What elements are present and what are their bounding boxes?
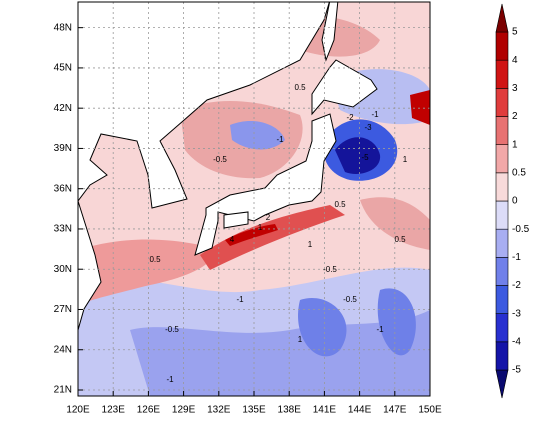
red-area bbox=[78, 239, 212, 305]
colorbar-label: 3 bbox=[512, 83, 518, 94]
colorbar-label: -1 bbox=[512, 252, 521, 263]
contour-label: 1 bbox=[308, 240, 313, 249]
colorbar: -5 -4 -3 -2 -1 -0.5 0 0.5 1 2 3 4 5 bbox=[495, 3, 530, 399]
contour-labels: -5 -1 -3 -2 0.5 -0.5 1 4 2 -0.5 0.5 -1 1 -0.5 -1 0.5 1 -1… bbox=[149, 83, 407, 384]
y-tick-label: 30N bbox=[54, 264, 72, 275]
contour-label: -1 bbox=[276, 135, 284, 144]
blue-area bbox=[298, 298, 347, 357]
red-area bbox=[225, 224, 278, 246]
x-tick-label: 135E bbox=[242, 405, 266, 416]
y-tick-label: 39N bbox=[54, 143, 72, 154]
colorbar-bin bbox=[495, 313, 509, 343]
contour-label: 1 bbox=[298, 335, 303, 344]
land bbox=[321, 2, 339, 62]
contour-label: -1 bbox=[371, 110, 379, 119]
y-tick-label: 27N bbox=[54, 304, 72, 315]
blue-area bbox=[335, 137, 381, 175]
colorbar-bin bbox=[495, 172, 509, 202]
colorbar-end bbox=[495, 369, 509, 399]
colorbar-bin bbox=[495, 116, 509, 145]
colorbar-label: 0 bbox=[512, 196, 518, 207]
colorbar-label: -3 bbox=[512, 308, 521, 319]
colorbar-label: -5 bbox=[512, 365, 521, 376]
colorbar-label: 2 bbox=[512, 111, 518, 122]
contour-label: -1 bbox=[376, 325, 384, 334]
contour-label: -1 bbox=[166, 375, 174, 384]
blue-area bbox=[230, 120, 285, 150]
colorbar-bin bbox=[495, 341, 509, 371]
colorbar-bin bbox=[495, 257, 509, 286]
grid bbox=[77, 2, 431, 396]
blue-area bbox=[377, 288, 416, 356]
colorbar-bin bbox=[495, 31, 509, 61]
contour-label: 2 bbox=[266, 213, 271, 222]
y-tick-label: 45N bbox=[54, 63, 72, 74]
y-tick-label: 42N bbox=[54, 103, 72, 114]
contour-label: 0.5 bbox=[334, 200, 346, 209]
contour-label: -0.5 bbox=[323, 265, 337, 274]
contour-label: 0.5 bbox=[149, 255, 161, 264]
colorbar-bin bbox=[495, 200, 509, 230]
y-tick-label: 33N bbox=[54, 224, 72, 235]
colorbar-label: 0.5 bbox=[512, 167, 526, 178]
x-tick-label: 123E bbox=[102, 405, 126, 416]
contour-label: -0.5 bbox=[165, 325, 179, 334]
colorbar-bin bbox=[495, 144, 509, 174]
contour-label: -3 bbox=[364, 123, 372, 132]
x-tick-label: 150E bbox=[418, 405, 442, 416]
x-tick-label: 138E bbox=[278, 405, 302, 416]
frame bbox=[77, 1, 431, 397]
contour-label: 0.5 bbox=[394, 235, 406, 244]
colorbar-label: 4 bbox=[512, 55, 518, 66]
contour-label: -2 bbox=[346, 113, 354, 122]
x-tick-label: 132E bbox=[207, 405, 231, 416]
colorbar-bin bbox=[495, 88, 509, 117]
colorbar-label: -2 bbox=[512, 280, 521, 291]
land bbox=[78, 2, 330, 331]
colorbar-label: 5 bbox=[512, 27, 518, 38]
colorbar-label: -0.5 bbox=[512, 224, 530, 235]
contour-label: 1 bbox=[403, 155, 408, 164]
land bbox=[311, 59, 378, 116]
contour-label: 4 bbox=[230, 235, 235, 244]
contour-label: -5 bbox=[361, 153, 369, 162]
x-tick-label: 120E bbox=[66, 405, 90, 416]
contour-label: 0.5 bbox=[294, 83, 306, 92]
y-tick-label: 24N bbox=[54, 344, 72, 355]
red-area bbox=[200, 205, 345, 270]
y-tick-label: 48N bbox=[54, 22, 72, 33]
y-tick-label: 21N bbox=[54, 385, 72, 396]
x-tick-label: 144E bbox=[348, 405, 372, 416]
x-tick-label: 147E bbox=[383, 405, 407, 416]
contour-label: -1 bbox=[236, 295, 244, 304]
land bbox=[194, 113, 337, 256]
colorbar-bin bbox=[495, 228, 509, 258]
contour-label: -0.5 bbox=[213, 155, 227, 164]
colorbar-bin bbox=[495, 59, 509, 89]
colorbar-label: -4 bbox=[512, 336, 521, 347]
x-tick-label: 129E bbox=[172, 405, 196, 416]
y-tick-label: 36N bbox=[54, 183, 72, 194]
colorbar-label: 1 bbox=[512, 139, 518, 150]
red-area bbox=[410, 90, 430, 125]
land bbox=[223, 211, 249, 229]
contour-label: 1 bbox=[258, 223, 263, 232]
x-tick-label: 126E bbox=[137, 405, 161, 416]
colorbar-end bbox=[495, 3, 509, 33]
contour-label: -0.5 bbox=[343, 295, 357, 304]
blue-area bbox=[130, 310, 430, 396]
colorbar-bin bbox=[495, 285, 509, 314]
x-tick-label: 141E bbox=[313, 405, 337, 416]
